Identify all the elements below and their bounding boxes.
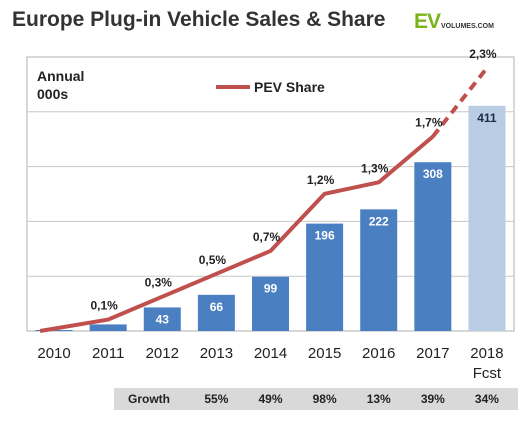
bar-2015 [306, 223, 344, 331]
share-label: 0,1% [90, 299, 118, 313]
growth-value: 55% [204, 392, 228, 406]
bar-2017 [414, 162, 452, 331]
x-tick-label: 2013 [200, 345, 233, 362]
bar-value-label: 43 [156, 312, 170, 326]
bar-value-label: 196 [315, 229, 335, 243]
share-label: 1,7% [415, 116, 443, 130]
bar-2013 [197, 294, 235, 331]
growth-value: 39% [421, 392, 445, 406]
growth-value: 34% [475, 392, 499, 406]
ev-volumes-logo: EVVOLUMES.COM [414, 10, 494, 34]
x-tick-label: 2016 [362, 345, 395, 362]
share-line [39, 135, 435, 333]
bar-2018 [468, 105, 506, 331]
share-label: 1,3% [361, 161, 389, 175]
growth-label: Growth [128, 392, 170, 406]
x-tick-sublabel: Fcst [473, 365, 502, 382]
x-tick-label: 2012 [146, 345, 179, 362]
logo-sub-text: VOLUMES.COM [441, 23, 494, 30]
y-axis-label-line1: Annual [37, 68, 84, 84]
logo-ev-text: EV [414, 10, 441, 33]
x-tick-label: 2017 [416, 345, 449, 362]
x-tick-label: 2015 [308, 345, 341, 362]
growth-bar-background [114, 388, 518, 410]
x-tick-label: 2018 [470, 345, 503, 362]
chart-title: Europe Plug-in Vehicle Sales & Share [12, 8, 386, 31]
bar-2012 [143, 307, 181, 331]
share-label: 0,5% [199, 253, 227, 267]
x-tick-label: 2014 [254, 345, 287, 362]
bar-value-label: 222 [369, 214, 389, 228]
bar-value-label: 411 [477, 111, 497, 125]
x-tick-label: 2011 [92, 345, 124, 362]
share-label: 1,2% [307, 173, 335, 187]
growth-value: 49% [258, 392, 282, 406]
bar-value-label: 308 [423, 167, 443, 181]
bar-2016 [360, 209, 398, 331]
bar-value-label: 99 [264, 282, 278, 296]
legend-label: PEV Share [254, 79, 325, 95]
x-tick-label: 2010 [37, 345, 70, 362]
bar-value-label: 66 [210, 300, 224, 314]
share-label: 0,7% [253, 230, 281, 244]
y-axis-label-line2: 000s [37, 86, 68, 102]
bar-2011 [89, 324, 127, 331]
growth-value: 98% [313, 392, 337, 406]
share-label: 2,3% [469, 47, 497, 61]
bar-2014 [252, 276, 289, 331]
share-label: 0,3% [145, 276, 173, 290]
growth-value: 13% [367, 392, 391, 406]
